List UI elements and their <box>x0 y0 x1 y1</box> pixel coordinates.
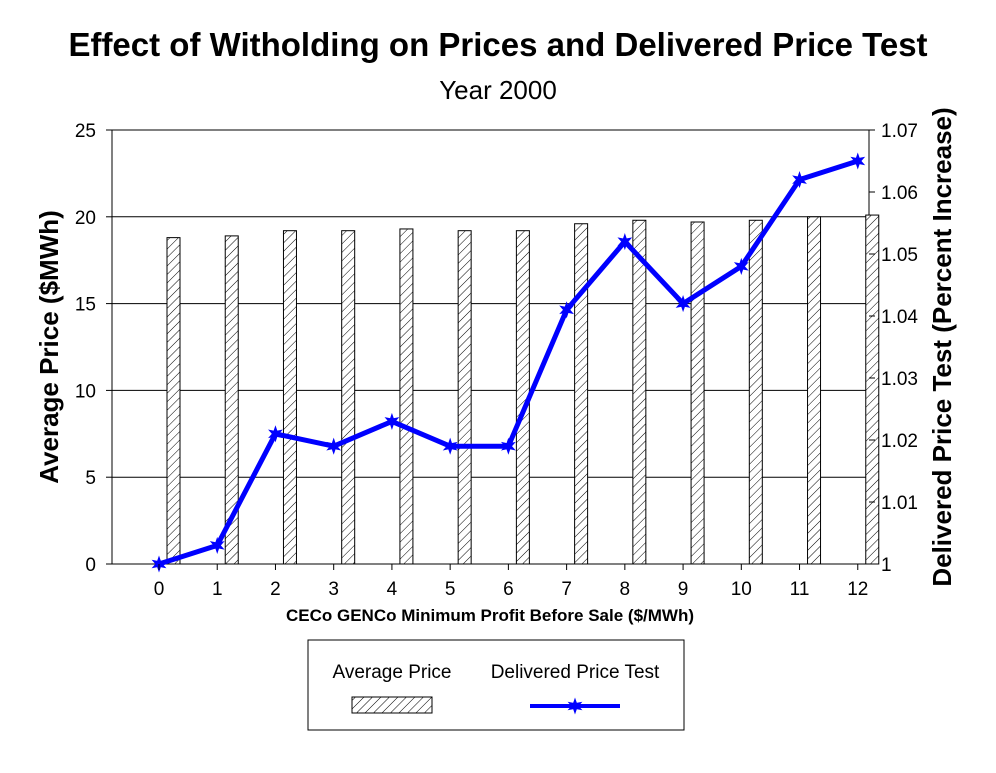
chart-title: Effect of Witholding on Prices and Deliv… <box>68 26 927 63</box>
delivered-price-test-point <box>268 425 283 443</box>
x-tick-label: 10 <box>731 579 752 600</box>
average-price-bar <box>748 219 763 565</box>
x-tick-label: 7 <box>561 579 572 600</box>
y2-tick-label: 1.04 <box>881 307 918 328</box>
average-price-bar <box>574 223 589 565</box>
y-tick-label: 20 <box>75 208 96 229</box>
average-price-bar <box>690 221 705 565</box>
y2-axis-label: Delivered Price Test (Percent Increase) <box>927 107 957 586</box>
x-tick-label: 9 <box>678 579 689 600</box>
delivered-price-test-point <box>559 301 575 319</box>
average-price-bar <box>166 237 181 565</box>
y-tick-label: 5 <box>85 468 96 489</box>
x-tick-label: 1 <box>212 579 223 600</box>
legend-label-delivered-price-test: Delivered Price Test <box>491 662 660 683</box>
legend-label-average-price: Average Price <box>333 662 452 683</box>
x-tick-label: 12 <box>847 579 868 600</box>
average-price-bar <box>224 235 239 565</box>
delivered-price-test-line <box>151 152 866 573</box>
x-tick-label: 0 <box>154 579 165 600</box>
y-axis-label: Average Price ($MWh) <box>34 210 64 484</box>
right-axis-ticks: 1 1.01 1.02 1.03 1.04 1.05 1.06 1.07 <box>869 121 918 576</box>
x-axis-label: CECo GENCo Minimum Profit Before Sale ($… <box>286 606 694 625</box>
y2-tick-label: 1.02 <box>881 431 918 452</box>
y-tick-label: 0 <box>85 555 96 576</box>
chart-subtitle: Year 2000 <box>439 75 557 105</box>
y2-tick-label: 1.06 <box>881 183 918 204</box>
legend: Average Price Delivered Price Test <box>307 639 685 731</box>
delivered-price-test-point <box>792 171 807 189</box>
average-price-bar <box>282 230 297 565</box>
delivered-price-test-point <box>326 437 342 455</box>
delivered-price-test-point <box>500 437 516 455</box>
legend-box <box>307 639 685 731</box>
y-tick-label: 25 <box>75 121 96 142</box>
y2-tick-label: 1.01 <box>881 493 918 514</box>
delivered-price-test-point <box>675 295 691 313</box>
x-tick-label: 11 <box>790 579 810 600</box>
y-tick-label: 10 <box>75 381 96 402</box>
x-axis-ticks: 0 1 2 3 4 5 6 7 8 9 10 11 12 <box>154 564 868 600</box>
average-price-bar <box>865 214 880 565</box>
average-price-bar <box>807 216 822 565</box>
delivered-price-test-point <box>384 412 400 430</box>
y-tick-label: 15 <box>75 295 96 316</box>
y2-tick-label: 1.05 <box>881 245 918 266</box>
average-price-bar <box>632 219 647 565</box>
y2-tick-label: 1.07 <box>881 121 918 142</box>
average-price-bar <box>399 228 414 565</box>
delivered-price-test-point <box>209 536 225 554</box>
x-tick-label: 3 <box>328 579 339 600</box>
delivered-price-test-point <box>733 257 749 275</box>
y2-tick-label: 1.03 <box>881 369 918 390</box>
average-price-bar <box>457 230 472 565</box>
average-price-bars <box>166 214 880 565</box>
delivered-price-test-point <box>617 233 633 251</box>
x-tick-label: 4 <box>387 579 398 600</box>
x-tick-label: 2 <box>270 579 281 600</box>
delivered-price-test-point <box>850 152 866 170</box>
x-tick-label: 8 <box>620 579 631 600</box>
y2-tick-label: 1 <box>881 555 892 576</box>
left-axis-ticks: 0 5 10 15 20 25 <box>75 121 112 576</box>
delivered-price-test-point <box>442 437 458 455</box>
x-tick-label: 5 <box>445 579 456 600</box>
average-price-bar <box>341 230 356 565</box>
legend-star-marker <box>567 697 583 715</box>
legend-swatch-average-price <box>351 696 433 714</box>
x-tick-label: 6 <box>503 579 514 600</box>
